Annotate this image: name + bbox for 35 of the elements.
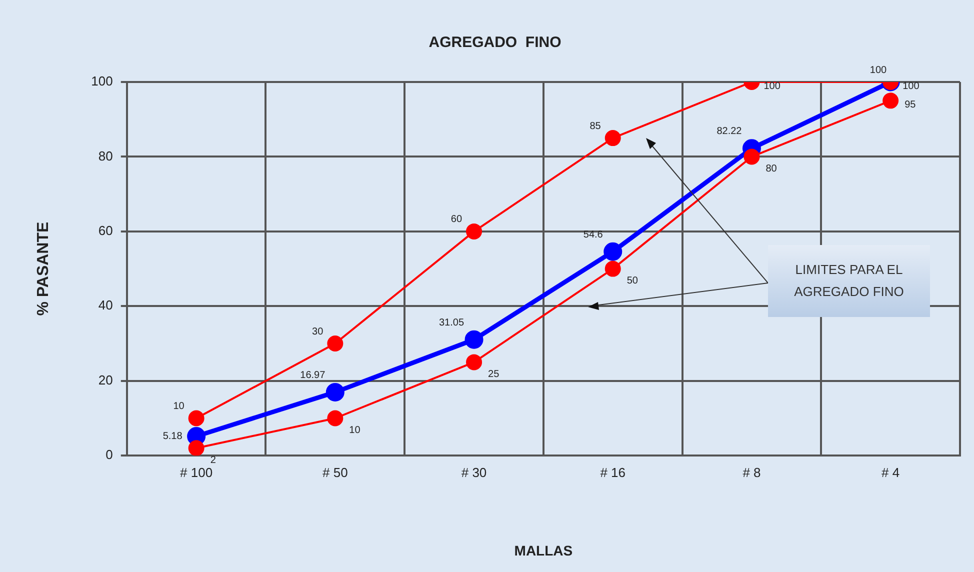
data-label: 54.6 [583,229,604,240]
x-axis-title: MALLAS [514,542,573,558]
data-label: 80 [766,163,778,174]
data-label: 10 [173,400,185,412]
data-label: 10 [349,424,361,436]
y-tick-label: 100 [91,74,113,89]
callout-box: LIMITES PARA EL AGREGADO FINO [768,245,930,317]
y-tick-label: 0 [106,447,113,462]
x-tick-label: # 30 [461,464,487,480]
data-label: 100 [902,80,920,92]
y-tick-label: 40 [98,298,113,313]
x-tick-label: # 100 [180,464,213,480]
data-label: 85 [590,120,602,132]
x-tick-label: # 50 [322,464,348,480]
annotation: LIMITES PARA EL AGREGADO FINO [793,261,905,301]
data-label: 25 [488,368,500,380]
x-tick-label: # 4 [882,464,900,480]
data-label: 50 [626,276,638,287]
data-label: 82.22 [716,126,742,138]
data-label: 30 [312,326,324,338]
y-axis-title: % PASANTE [35,222,52,316]
data-label: 60 [450,214,462,226]
x-tick-label: # 8 [742,464,761,480]
data-label: 31.05 [438,317,464,328]
y-tick-label: 60 [98,223,113,238]
y-tick-label: 20 [98,372,113,388]
data-label: 95 [904,99,916,110]
chart-title: AGREGADO FINO [428,34,562,52]
data-label: 5.18 [162,431,183,442]
x-tick-label: # 16 [600,464,626,480]
data-label: 100 [870,64,888,76]
data-label: 2 [210,454,216,466]
data-label: 16.97 [300,370,326,381]
y-tick-label: 80 [98,148,113,164]
data-label: 100 [764,80,781,92]
